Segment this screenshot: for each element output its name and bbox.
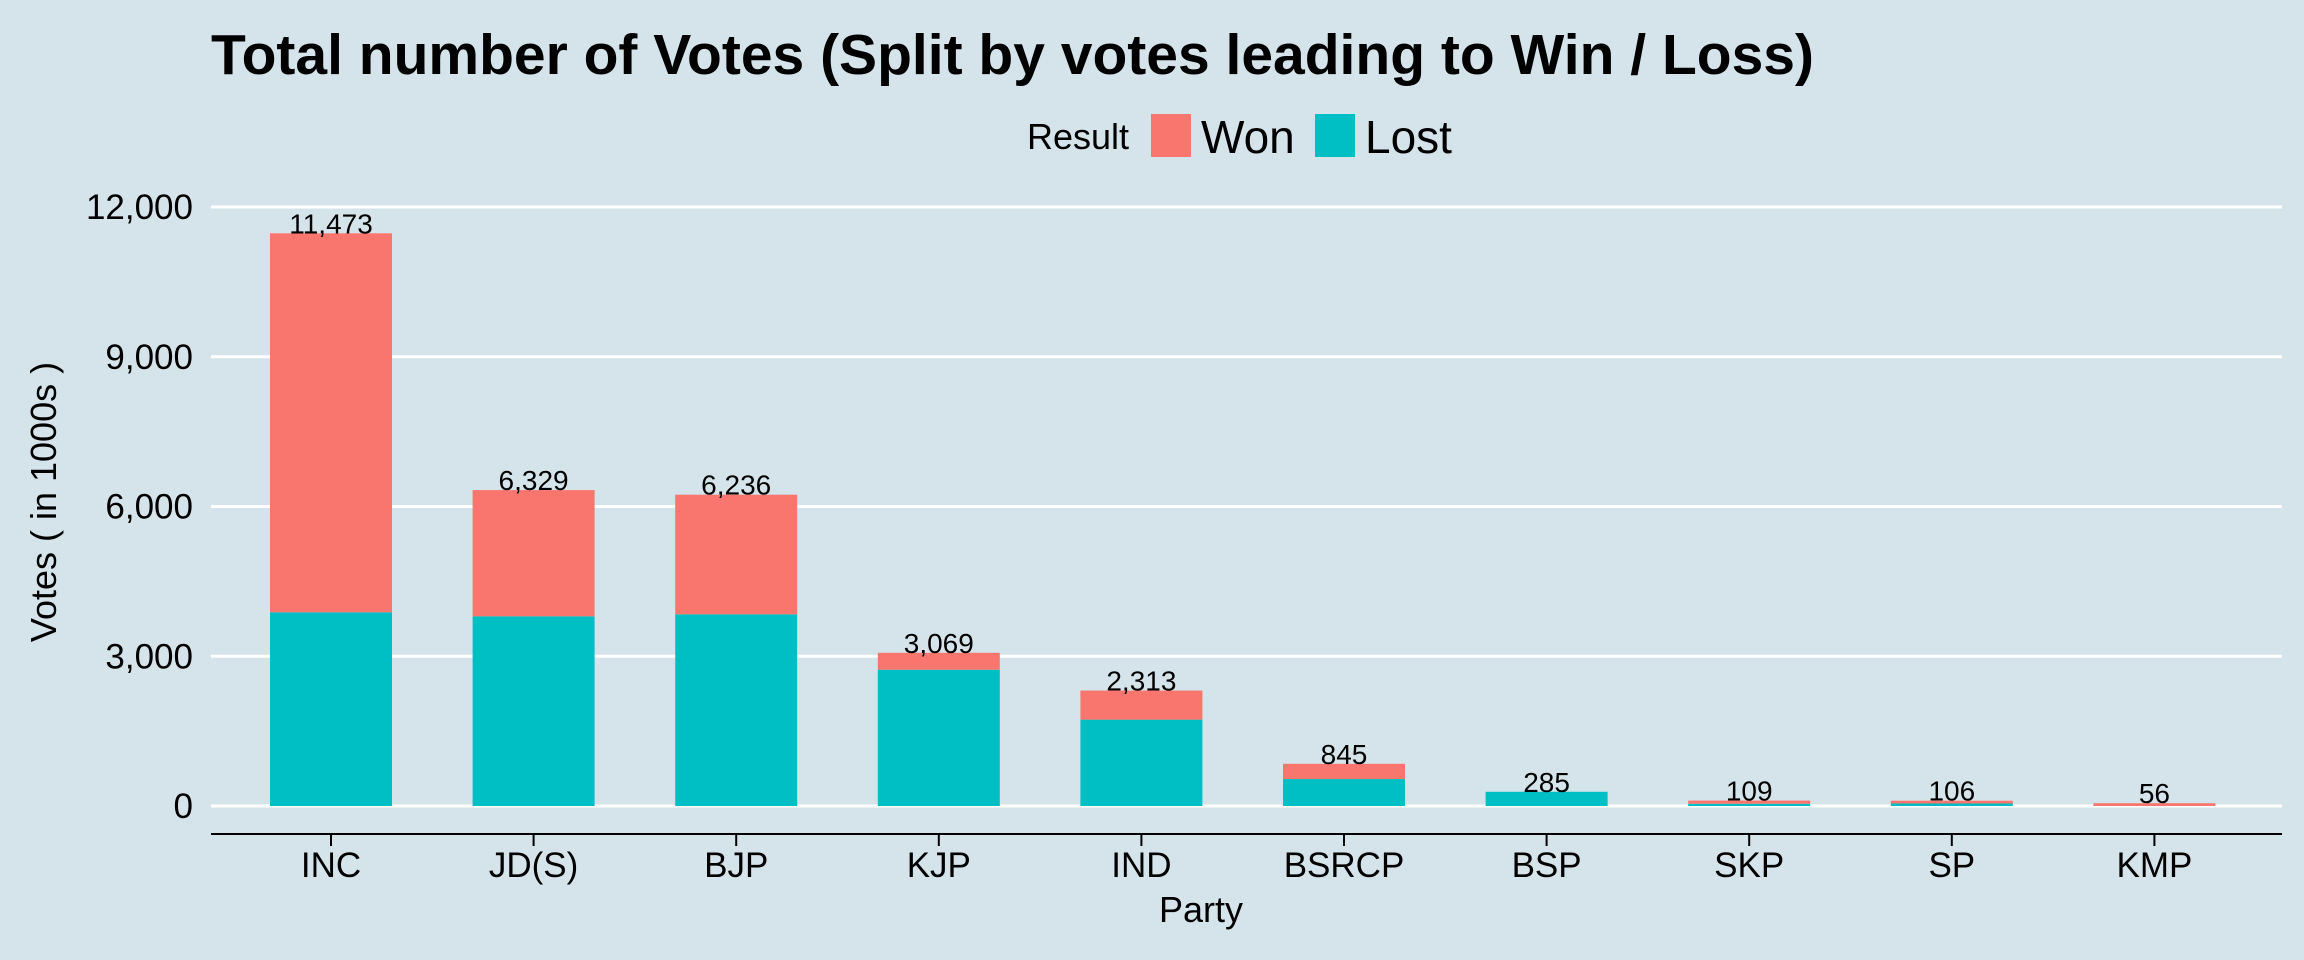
chart-title: Total number of Votes (Split by votes le… [211, 23, 1814, 87]
bar-lost [1890, 803, 2013, 806]
x-tick-label: JD(S) [489, 846, 578, 885]
x-tick-label: BSRCP [1284, 846, 1405, 885]
legend-label-lost: Lost [1365, 111, 1452, 163]
y-tick-label: 6,000 [105, 488, 193, 527]
bar-total-label: 6,236 [701, 470, 771, 501]
bar-won [1080, 690, 1203, 720]
bar-total-label: 3,069 [904, 628, 974, 659]
x-axis-ticks: INC JD(S) BJP KJP IND BSRCP BSP SKP SP KMP [301, 834, 2192, 885]
y-axis-label: Votes ( in 1000s ) [23, 362, 64, 642]
bar-total-label: 6,329 [499, 465, 569, 496]
bar-lost [1080, 719, 1203, 806]
data-labels: 11,473 6,329 6,236 3,069 2,313 845 285 109 106 56 [289, 208, 2170, 809]
bar-lost [1688, 803, 1811, 806]
bar-won [1890, 800, 2013, 804]
legend: Result Won Lost [1027, 111, 1452, 163]
bar-lost [675, 614, 798, 806]
bar-total-label: 106 [1928, 776, 1975, 807]
bar-won [1688, 800, 1811, 804]
x-tick-label: SP [1928, 846, 1975, 885]
y-tick-label: 0 [174, 787, 193, 826]
bar-won [270, 233, 392, 613]
bar-won [675, 494, 798, 615]
legend-label-won: Won [1201, 111, 1295, 163]
x-tick-label: BSP [1512, 846, 1582, 885]
y-tick-label: 3,000 [105, 637, 193, 676]
x-tick-label: BJP [704, 846, 768, 885]
x-tick-label: SKP [1714, 846, 1784, 885]
y-tick-label: 12,000 [86, 188, 193, 227]
bar-won [472, 490, 595, 617]
bar-lost [877, 669, 1000, 806]
bar-lost [270, 612, 392, 806]
x-tick-label: IND [1111, 846, 1171, 885]
bar-total-label: 285 [1523, 767, 1570, 798]
bar-lost [472, 616, 595, 806]
bar-won [1283, 763, 1405, 780]
y-axis-ticks: 0 3,000 6,000 9,000 12,000 [86, 188, 193, 826]
x-axis-label: Party [1159, 889, 1243, 930]
y-tick-label: 9,000 [105, 338, 193, 377]
x-tick-label: KMP [2116, 846, 2192, 885]
bar-won [2093, 803, 2216, 806]
bars [270, 233, 2216, 806]
x-tick-label: INC [301, 846, 361, 885]
legend-title: Result [1027, 116, 1129, 157]
legend-swatch-won [1151, 114, 1191, 157]
bar-total-label: 11,473 [289, 208, 373, 239]
bar-lost [1485, 791, 1608, 806]
x-tick-label: KJP [907, 846, 971, 885]
bar-total-label: 2,313 [1106, 666, 1176, 697]
legend-swatch-lost [1315, 114, 1355, 157]
bar-total-label: 845 [1321, 739, 1368, 770]
bar-total-label: 109 [1726, 776, 1773, 807]
bar-total-label: 56 [2139, 778, 2170, 809]
bar-won [877, 652, 1000, 670]
bar-lost [1283, 779, 1405, 806]
